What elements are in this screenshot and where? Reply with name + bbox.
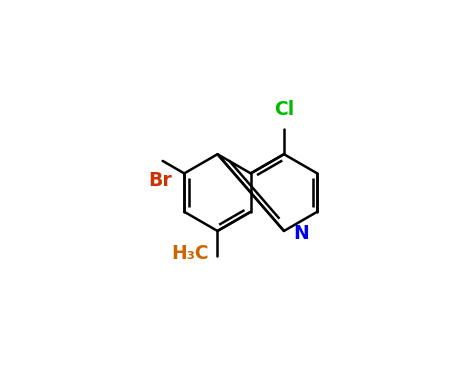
Text: H₃C: H₃C [171,244,209,263]
Text: Cl: Cl [274,100,294,119]
Text: Br: Br [149,171,172,190]
Text: N: N [293,224,309,243]
